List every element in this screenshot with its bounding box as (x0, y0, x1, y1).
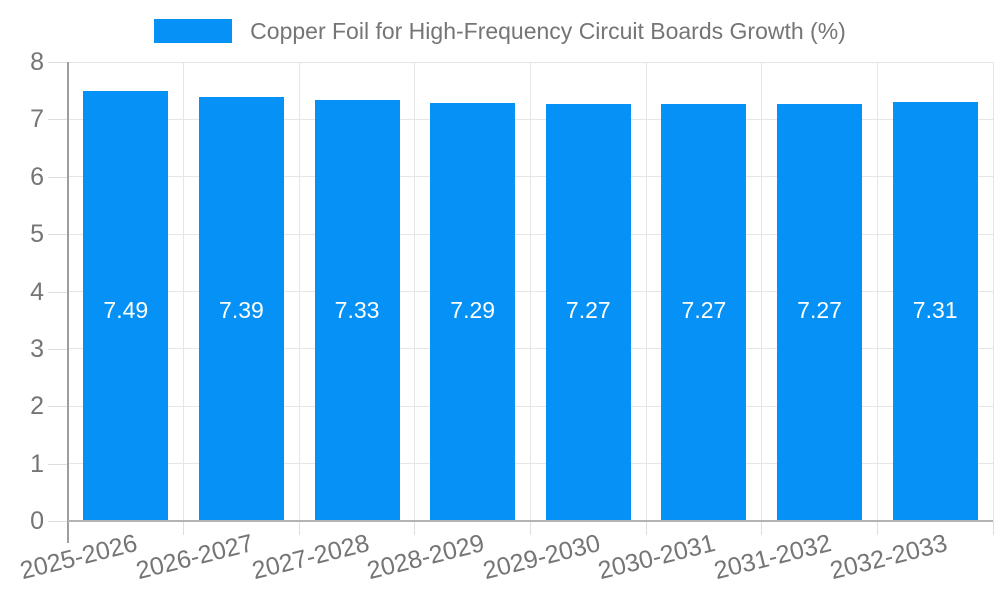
x-tick (876, 521, 878, 535)
v-gridline (530, 62, 531, 521)
bar-value-label: 7.27 (681, 297, 727, 323)
y-axis-line (67, 62, 69, 543)
bar (661, 103, 747, 521)
x-tick (645, 521, 647, 535)
y-tick (48, 176, 68, 178)
chart-legend: Copper Foil for High-Frequency Circuit B… (0, 17, 1000, 45)
x-tick (530, 521, 531, 535)
x-axis-line (68, 520, 993, 522)
y-axis-tick-label: 1 (30, 449, 44, 478)
x-tick (183, 521, 185, 535)
x-tick (761, 521, 763, 535)
y-tick (48, 62, 68, 63)
bar (314, 100, 400, 521)
bar (545, 103, 631, 521)
bar (430, 102, 516, 521)
y-tick (48, 234, 68, 236)
y-axis-tick-label: 8 (30, 48, 44, 76)
bar-value-label: 7.49 (103, 297, 149, 323)
x-axis-tick-label: 2027-2028 (248, 529, 372, 586)
y-tick (48, 119, 68, 121)
legend-swatch (154, 19, 233, 43)
bar-value-label: 7.29 (450, 297, 496, 323)
bar-value-label: 7.27 (565, 297, 611, 323)
y-axis-tick-label: 3 (30, 334, 44, 363)
bar (198, 96, 284, 521)
v-gridline (298, 62, 300, 521)
y-axis-tick-label: 4 (30, 277, 44, 306)
y-tick (48, 348, 68, 350)
y-axis-tick-label: 6 (30, 162, 44, 191)
y-axis-tick-label: 5 (30, 220, 44, 249)
x-tick (298, 521, 300, 535)
bar (83, 91, 169, 521)
y-axis-tick-label: 2 (30, 392, 44, 421)
x-axis-tick-label: 2030-2031 (595, 529, 719, 586)
bar-value-label: 7.31 (912, 297, 958, 323)
bar (777, 103, 863, 521)
bar (892, 101, 978, 521)
bar-value-label: 7.33 (334, 297, 380, 323)
x-axis-tick-label: 2032-2033 (826, 529, 950, 586)
x-axis-tick-label: 2026-2027 (133, 529, 256, 586)
v-gridline (876, 62, 878, 521)
x-tick (992, 521, 994, 535)
y-tick (48, 291, 68, 293)
v-gridline (183, 62, 185, 521)
x-tick (414, 521, 416, 535)
legend-label: Copper Foil for High-Frequency Circuit B… (250, 18, 846, 44)
v-gridline (645, 62, 647, 521)
v-gridline (761, 62, 763, 521)
y-tick (48, 406, 68, 408)
y-axis-tick-label: 0 (30, 507, 44, 535)
bar-value-label: 7.27 (797, 297, 842, 323)
bar-value-label: 7.39 (219, 297, 264, 323)
x-axis-tick-label: 2029-2030 (480, 529, 603, 586)
v-gridline (992, 62, 994, 521)
x-axis-tick-label: 2031-2032 (711, 529, 835, 586)
y-tick (48, 521, 68, 522)
y-tick (48, 463, 68, 465)
x-axis-tick-label: 2025-2026 (17, 529, 141, 586)
y-axis-tick-label: 7 (30, 105, 44, 134)
v-gridline (414, 62, 416, 521)
x-axis-tick-label: 2028-2029 (364, 529, 488, 586)
